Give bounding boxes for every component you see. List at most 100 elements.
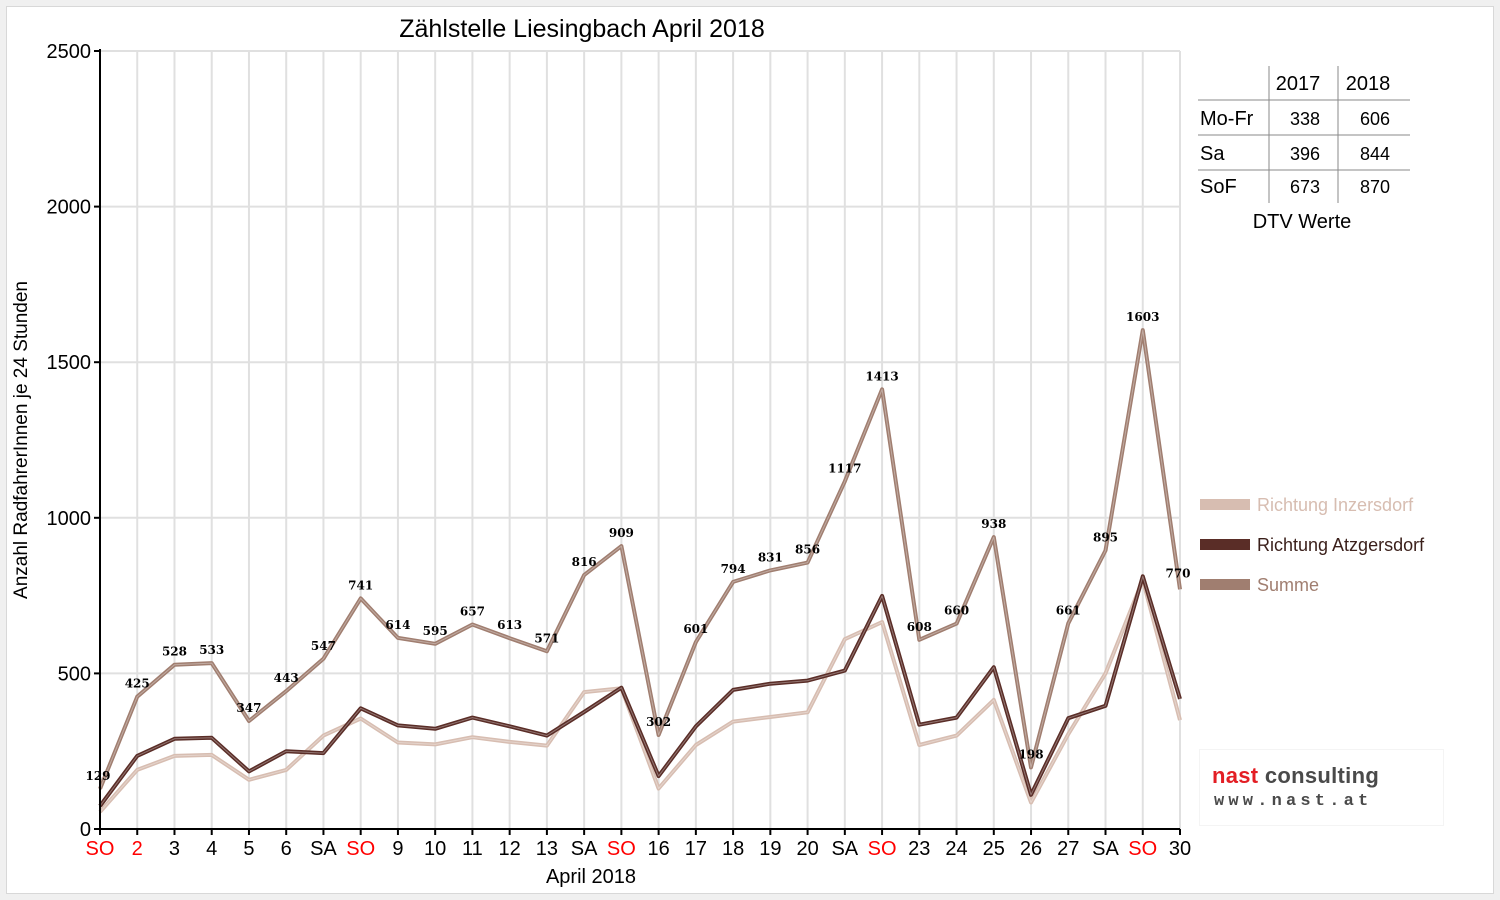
x-tick-label: 2 [132, 838, 143, 860]
dtv-table: 2017 2018 Mo-Fr 338 606 Sa 396 844 SoF 6… [1198, 66, 1410, 233]
data-label: 909 [609, 526, 634, 540]
data-label: 198 [1019, 747, 1044, 761]
data-label: 129 [85, 769, 110, 783]
x-tick-label: SA [1092, 838, 1119, 860]
x-tick-label: 3 [169, 838, 180, 860]
x-tick-label: 16 [647, 838, 669, 860]
legend-swatch-inzersdorf [1200, 499, 1250, 510]
x-tick-label: 26 [1020, 838, 1042, 860]
logo-wordmark: nast consulting [1212, 763, 1380, 788]
x-tick-label: 17 [685, 838, 707, 860]
x-tick-label: 27 [1057, 838, 1079, 860]
data-label: 443 [274, 671, 299, 685]
x-tick-label: 9 [392, 838, 403, 860]
legend-swatch-summe [1200, 579, 1250, 590]
data-label: 661 [1056, 603, 1081, 617]
series-lines [98, 328, 1182, 814]
data-label: 856 [795, 543, 820, 557]
data-label: 347 [236, 701, 261, 715]
series-line-summe-highlight [99, 329, 1181, 790]
x-tick-label: 5 [243, 838, 254, 860]
x-tick-label: 18 [722, 838, 744, 860]
x-tick-label: 19 [759, 838, 781, 860]
data-label: 770 [1165, 566, 1190, 580]
dtv-row-label: Sa [1200, 143, 1225, 165]
dtv-cell: 673 [1290, 177, 1320, 197]
data-label: 302 [646, 715, 671, 729]
data-label: 741 [348, 578, 373, 592]
x-tick-label: SA [831, 838, 858, 860]
data-label: 1117 [828, 461, 861, 475]
data-label: 608 [907, 620, 932, 634]
dtv-row-label: SoF [1200, 176, 1237, 198]
x-tick-label: SO [346, 838, 375, 860]
legend-label-inzersdorf: Richtung Inzersdorf [1257, 495, 1414, 515]
data-label: 816 [572, 555, 597, 569]
data-label: 938 [981, 517, 1006, 531]
series-line-summe [98, 328, 1182, 790]
data-label: 1603 [1126, 310, 1159, 324]
logo-url: www.nast.at [1214, 792, 1373, 811]
data-label: 614 [385, 618, 410, 632]
series-line-atzgersdorf [98, 574, 1182, 808]
series-line-atzgersdorf-highlight [99, 575, 1181, 807]
x-tick-label: 13 [536, 838, 558, 860]
legend: Richtung Inzersdorf Richtung Atzgersdorf… [1200, 495, 1425, 595]
x-tick-label: SA [571, 838, 598, 860]
y-tick-label: 2000 [47, 197, 92, 219]
x-tick-label: 10 [424, 838, 446, 860]
data-label: 595 [423, 624, 448, 638]
data-label: 794 [721, 562, 746, 576]
dtv-cell: 844 [1360, 144, 1390, 164]
data-label: 528 [162, 645, 187, 659]
dtv-col-2018: 2018 [1346, 73, 1391, 95]
x-tick-label: SO [1128, 838, 1157, 860]
dtv-cell: 396 [1290, 144, 1320, 164]
x-tick-label: SA [310, 838, 337, 860]
dtv-caption: DTV Werte [1253, 211, 1352, 233]
y-tick-label: 2500 [47, 41, 92, 63]
y-axis-label: Anzahl RadfahrerInnen je 24 Stunden [11, 281, 32, 599]
data-label: 1413 [865, 369, 898, 383]
data-label: 533 [199, 643, 224, 657]
x-tick-label: 25 [983, 838, 1005, 860]
series-line-inzersdorf-highlight [99, 579, 1181, 813]
x-tick-label: SO [868, 838, 897, 860]
x-tick-label: 23 [908, 838, 930, 860]
dtv-cell: 338 [1290, 109, 1320, 129]
chart-frame [6, 6, 1494, 894]
data-label: 601 [683, 622, 708, 636]
legend-swatch-atzgersdorf [1200, 539, 1250, 550]
x-tick-label: 24 [945, 838, 967, 860]
dtv-cell: 870 [1360, 177, 1390, 197]
y-tick-label: 1000 [47, 508, 92, 530]
x-tick-label: 20 [796, 838, 818, 860]
grid [100, 50, 1181, 829]
x-tick-label: SO [607, 838, 636, 860]
chart-title: Zählstelle Liesingbach April 2018 [399, 15, 765, 43]
data-label: 613 [497, 618, 522, 632]
company-logo: nast consulting www.nast.at [1200, 750, 1443, 825]
x-tick-label: 12 [499, 838, 521, 860]
data-label: 571 [534, 631, 559, 645]
data-label: 547 [311, 639, 336, 653]
dtv-row-label: Mo-Fr [1200, 108, 1254, 130]
data-label: 895 [1093, 530, 1118, 544]
dtv-col-2017: 2017 [1276, 73, 1321, 95]
y-tick-label: 500 [58, 663, 91, 685]
x-tick-label: 6 [281, 838, 292, 860]
data-label: 657 [460, 605, 485, 619]
legend-label-summe: Summe [1257, 575, 1319, 595]
data-labels: 129 425 528 533 347 443 547 741 614 595 657 613 571 8… [85, 310, 1190, 783]
x-tick-label: 30 [1169, 838, 1191, 860]
legend-label-atzgersdorf: Richtung Atzgersdorf [1257, 535, 1425, 555]
x-axis-label: April 2018 [546, 866, 636, 888]
data-label: 660 [944, 604, 969, 618]
x-tick-label: 11 [462, 838, 483, 860]
series-line-inzersdorf [98, 578, 1182, 814]
x-tick-label: SO [86, 838, 115, 860]
y-tick-label: 1500 [47, 352, 92, 374]
dtv-cell: 606 [1360, 109, 1390, 129]
